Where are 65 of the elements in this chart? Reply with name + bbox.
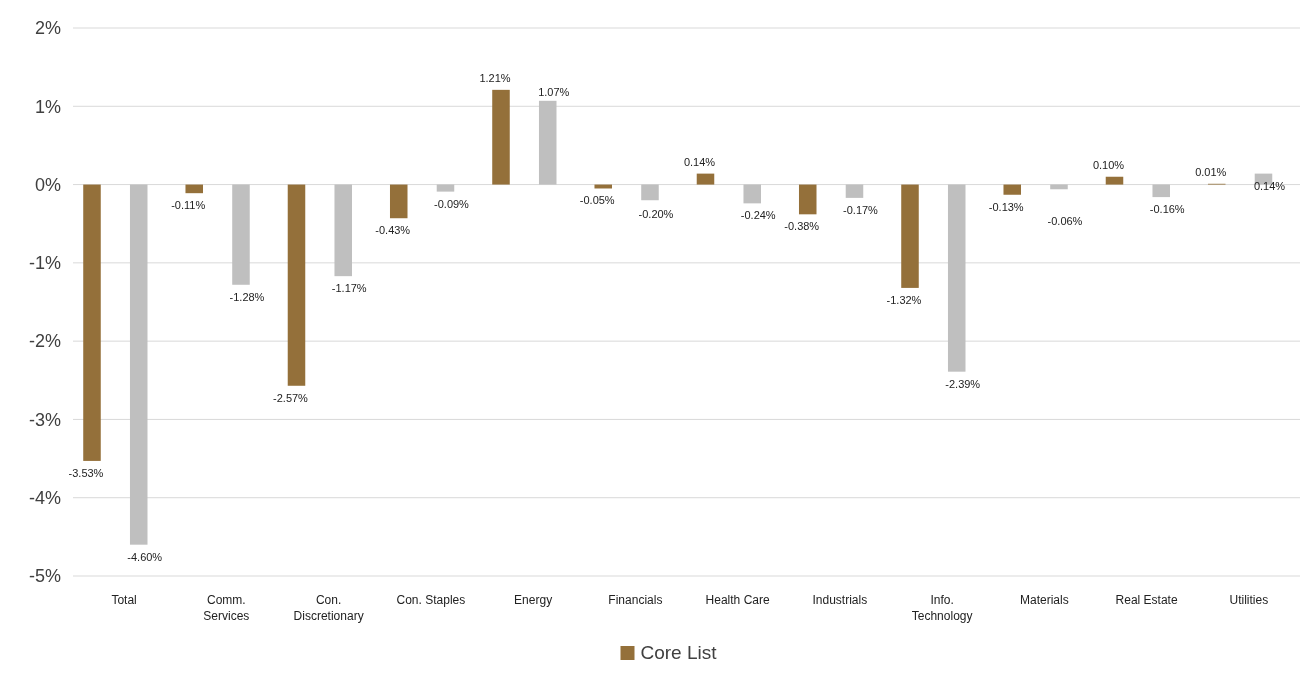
y-tick-label: -5% bbox=[28, 566, 61, 587]
x-tick-label: Comm. Services bbox=[203, 593, 250, 623]
data-label: -2.57% bbox=[273, 391, 309, 404]
data-label: -1.32% bbox=[886, 293, 922, 306]
x-tick-label: Total bbox=[111, 593, 137, 607]
bar bbox=[798, 184, 817, 215]
bar bbox=[232, 184, 250, 285]
bar bbox=[901, 184, 919, 288]
x-tick-label: Con. Discretionary bbox=[293, 593, 364, 623]
bar bbox=[743, 184, 761, 204]
x-tick-label: Utilities bbox=[1229, 593, 1269, 607]
x-tick-label: Real Estate bbox=[1115, 593, 1178, 607]
bar bbox=[334, 184, 352, 277]
bar bbox=[1105, 176, 1124, 185]
x-tick-label: Energy bbox=[514, 593, 553, 607]
data-label: -0.09% bbox=[434, 197, 470, 210]
y-tick-label: 2% bbox=[34, 18, 61, 39]
data-label: -0.05% bbox=[579, 194, 615, 207]
data-label: 0.14% bbox=[683, 155, 716, 168]
bar bbox=[492, 89, 510, 185]
y-tick-label: 1% bbox=[34, 96, 61, 117]
y-tick-label: -4% bbox=[28, 488, 61, 509]
data-label: -0.11% bbox=[171, 199, 206, 212]
data-label: -0.17% bbox=[843, 203, 879, 216]
bar bbox=[129, 184, 148, 545]
x-tick-label: Health Care bbox=[705, 593, 770, 607]
x-tick-label: Info. Technology bbox=[911, 593, 973, 623]
data-label: -2.39% bbox=[945, 377, 981, 390]
bar bbox=[185, 184, 203, 194]
y-tick-label: 0% bbox=[34, 174, 61, 195]
bar bbox=[947, 184, 966, 372]
y-tick-label: -1% bbox=[28, 253, 61, 274]
data-label: -1.17% bbox=[331, 282, 367, 295]
bar bbox=[436, 184, 455, 192]
data-label: 0.14% bbox=[1253, 179, 1286, 192]
data-label: 1.21% bbox=[479, 71, 511, 84]
data-label: -0.20% bbox=[638, 208, 674, 221]
legend-label: Core List bbox=[640, 642, 718, 663]
bar bbox=[389, 184, 408, 219]
data-label: 1.07% bbox=[538, 85, 570, 98]
bar bbox=[845, 184, 864, 198]
bar bbox=[1003, 184, 1021, 195]
bar bbox=[696, 173, 715, 185]
data-label: -3.53% bbox=[68, 466, 104, 479]
data-label: 0.10% bbox=[1092, 158, 1125, 171]
x-tick-label: Financials bbox=[608, 593, 663, 607]
y-tick-label: -3% bbox=[28, 409, 61, 430]
bar bbox=[538, 100, 557, 185]
x-tick-label: Materials bbox=[1020, 593, 1069, 607]
data-label: 0.01% bbox=[1195, 165, 1227, 178]
data-label: -0.13% bbox=[988, 200, 1024, 213]
data-label: -0.38% bbox=[784, 220, 820, 233]
x-tick-label: Con. Staples bbox=[396, 593, 466, 607]
bar bbox=[641, 184, 659, 201]
data-label: -0.24% bbox=[740, 209, 776, 222]
data-label: -4.60% bbox=[127, 550, 163, 563]
bar bbox=[1152, 184, 1170, 198]
y-tick-label: -2% bbox=[28, 331, 61, 352]
x-tick-label: Industrials bbox=[812, 593, 868, 607]
bar bbox=[287, 184, 306, 386]
bar bbox=[83, 184, 101, 461]
data-label: -1.28% bbox=[229, 290, 265, 303]
data-label: -0.43% bbox=[375, 224, 411, 237]
data-label: -0.06% bbox=[1047, 214, 1083, 227]
data-label: -0.16% bbox=[1149, 203, 1185, 216]
